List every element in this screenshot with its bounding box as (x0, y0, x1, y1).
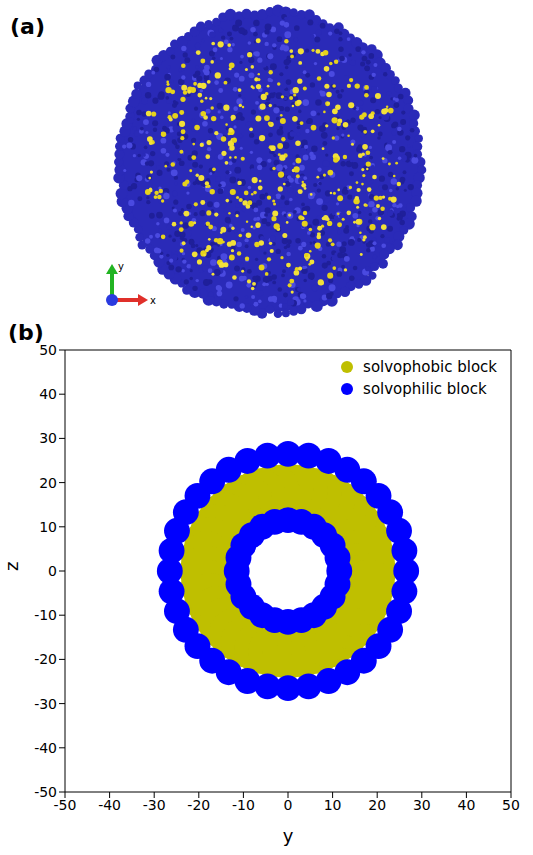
svg-text:y: y (283, 825, 294, 846)
svg-text:-10: -10 (34, 607, 57, 623)
svg-text:40: 40 (39, 386, 57, 402)
svg-text:30: 30 (39, 430, 57, 446)
svg-text:-10: -10 (232, 797, 255, 813)
svg-text:10: 10 (39, 519, 57, 535)
svg-text:40: 40 (457, 797, 475, 813)
html-text:solvophilic block: solvophilic block (363, 380, 487, 398)
svg-text:-50: -50 (53, 796, 77, 813)
svg-text:20: 20 (368, 797, 386, 813)
svg-text:50: 50 (39, 342, 57, 358)
svg-text:-40: -40 (34, 740, 57, 756)
svg-text:(a): (a) (10, 14, 45, 39)
svg-text:y: y (118, 261, 124, 272)
svg-text:-30: -30 (143, 797, 166, 813)
svg-text:-20: -20 (34, 651, 57, 667)
svg-text:-30: -30 (34, 696, 57, 712)
svg-text:20: 20 (39, 475, 57, 491)
svg-text:z: z (1, 562, 22, 571)
svg-text:30: 30 (413, 797, 431, 813)
svg-text:0: 0 (48, 563, 57, 579)
html-text:solvophobic block: solvophobic block (363, 358, 497, 376)
svg-text:-20: -20 (187, 797, 210, 813)
svg-text:50: 50 (502, 797, 520, 813)
svg-text:-50: -50 (34, 784, 57, 800)
svg-text:0: 0 (284, 797, 293, 813)
svg-text:x: x (150, 295, 156, 306)
svg-text:-40: -40 (98, 797, 121, 813)
html-text:(b): (b) (8, 320, 44, 345)
svg-text:10: 10 (324, 797, 342, 813)
